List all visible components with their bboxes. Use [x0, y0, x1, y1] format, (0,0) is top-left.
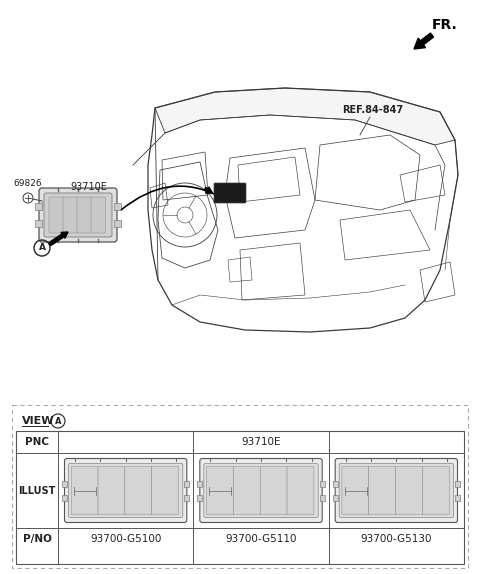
Polygon shape — [197, 494, 203, 501]
Text: ILLUST: ILLUST — [18, 486, 56, 495]
Polygon shape — [35, 203, 42, 210]
FancyBboxPatch shape — [342, 466, 369, 515]
Text: 93700-G5130: 93700-G5130 — [360, 534, 432, 544]
FancyBboxPatch shape — [287, 466, 314, 515]
Polygon shape — [62, 494, 67, 501]
FancyBboxPatch shape — [206, 466, 233, 515]
FancyBboxPatch shape — [69, 463, 183, 518]
FancyBboxPatch shape — [49, 197, 63, 233]
FancyBboxPatch shape — [64, 459, 187, 522]
FancyBboxPatch shape — [98, 466, 125, 515]
FancyArrow shape — [414, 33, 433, 49]
Polygon shape — [320, 494, 324, 501]
Polygon shape — [184, 494, 189, 501]
FancyBboxPatch shape — [71, 466, 98, 515]
Text: PNC: PNC — [25, 437, 49, 447]
Text: 93710E: 93710E — [70, 182, 107, 192]
FancyBboxPatch shape — [204, 463, 318, 518]
Text: A: A — [38, 243, 46, 253]
FancyBboxPatch shape — [339, 463, 454, 518]
Text: VIEW: VIEW — [22, 416, 55, 426]
Text: FR.: FR. — [432, 18, 458, 32]
FancyBboxPatch shape — [260, 466, 287, 515]
Text: 93700-G5100: 93700-G5100 — [90, 534, 161, 544]
FancyBboxPatch shape — [233, 466, 260, 515]
Polygon shape — [197, 480, 203, 487]
FancyBboxPatch shape — [369, 466, 396, 515]
Text: A: A — [55, 417, 61, 425]
FancyBboxPatch shape — [63, 197, 77, 233]
Polygon shape — [184, 480, 189, 487]
FancyBboxPatch shape — [200, 459, 322, 522]
Polygon shape — [455, 480, 460, 487]
Polygon shape — [320, 480, 324, 487]
Polygon shape — [455, 494, 460, 501]
Polygon shape — [114, 220, 121, 227]
FancyBboxPatch shape — [396, 466, 422, 515]
FancyBboxPatch shape — [422, 466, 449, 515]
FancyBboxPatch shape — [335, 459, 457, 522]
Polygon shape — [35, 220, 42, 227]
FancyBboxPatch shape — [44, 193, 112, 237]
Polygon shape — [62, 480, 67, 487]
FancyBboxPatch shape — [125, 466, 152, 515]
Text: 93710E: 93710E — [241, 437, 281, 447]
FancyBboxPatch shape — [91, 197, 106, 233]
FancyBboxPatch shape — [39, 188, 117, 242]
FancyBboxPatch shape — [214, 183, 246, 203]
Text: REF.84-847: REF.84-847 — [342, 105, 403, 115]
FancyArrow shape — [204, 187, 213, 193]
Polygon shape — [114, 203, 121, 210]
Polygon shape — [333, 480, 337, 487]
FancyBboxPatch shape — [152, 466, 179, 515]
Polygon shape — [155, 88, 455, 145]
Text: 93700-G5110: 93700-G5110 — [225, 534, 297, 544]
Text: P/NO: P/NO — [23, 534, 51, 544]
Text: 69826: 69826 — [14, 179, 42, 188]
FancyArrow shape — [49, 232, 68, 246]
FancyBboxPatch shape — [77, 197, 92, 233]
Polygon shape — [333, 494, 337, 501]
